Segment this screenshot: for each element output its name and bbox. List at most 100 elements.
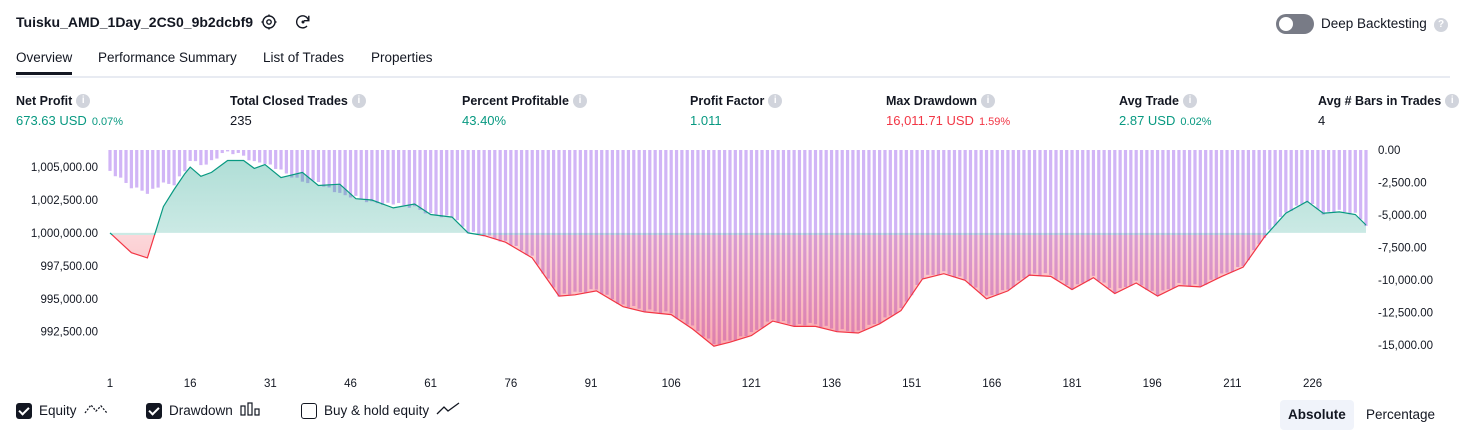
- drawdown-bar: [1177, 150, 1181, 283]
- equity-drawdown-chart[interactable]: 1,005,000.00 1,002,500.00 1,000,000.00 997,…: [0, 140, 1466, 390]
- metric-label: Net Profit: [16, 94, 73, 108]
- legend-drawdown[interactable]: Drawdown: [146, 402, 262, 419]
- drawdown-bar: [1049, 150, 1053, 275]
- drawdown-bar: [172, 150, 176, 186]
- drawdown-bar: [1262, 150, 1267, 239]
- drawdown-bar: [482, 150, 486, 237]
- drawdown-bar: [252, 150, 256, 162]
- drawdown-bar: [1209, 150, 1213, 280]
- drawdown-bar: [1043, 150, 1047, 274]
- drawdown-bars-icon: [240, 402, 262, 419]
- reload-icon[interactable]: [293, 12, 313, 32]
- drawdown-checkbox[interactable]: [146, 402, 162, 419]
- drawdown-bar: [1305, 150, 1309, 203]
- tab-performance-summary[interactable]: Performance Summary: [98, 50, 237, 65]
- drawdown-bar: [258, 150, 262, 163]
- drawdown-bar: [541, 150, 545, 274]
- drawdown-bar: [466, 150, 470, 234]
- metric-value: 43.40%: [462, 113, 507, 128]
- x-axis-tick: 16: [184, 378, 197, 390]
- drawdown-bar: [1316, 150, 1320, 210]
- drawdown-bar: [942, 150, 946, 272]
- deep-backtesting-toggle[interactable]: [1276, 14, 1314, 34]
- info-icon[interactable]: i: [76, 94, 91, 108]
- x-axis-tick: 91: [585, 378, 598, 390]
- drawdown-bar: [525, 150, 529, 256]
- tab-overview[interactable]: Overview: [16, 50, 73, 75]
- absolute-button[interactable]: Absolute: [1280, 400, 1354, 430]
- drawdown-bar: [984, 150, 989, 296]
- drawdown-bar: [509, 150, 513, 246]
- drawdown-bar: [926, 150, 930, 275]
- legend-equity[interactable]: Equity: [16, 402, 108, 419]
- left-axis-tick: 1,000,000.00: [31, 228, 98, 240]
- right-axis-tick: -15,000.00: [1378, 340, 1433, 352]
- drawdown-bar: [1214, 150, 1218, 279]
- equity-areas: [110, 160, 1366, 347]
- drawdown-bar: [1321, 150, 1325, 215]
- x-axis-tick: 196: [1143, 378, 1162, 390]
- metric-label: Max Drawdown: [886, 94, 977, 108]
- drawdown-bar: [423, 150, 427, 214]
- metric-percent: 0.07%: [91, 116, 124, 128]
- drawdown-bar: [487, 150, 492, 236]
- right-axis-tick: 0.00: [1378, 145, 1400, 157]
- drawdown-bar: [1257, 150, 1261, 245]
- drawdown-bar: [113, 150, 117, 177]
- info-icon[interactable]: i: [1182, 94, 1197, 108]
- drawdown-bar: [621, 150, 625, 305]
- drawdown-bar: [263, 150, 267, 164]
- drawdown-bar: [140, 150, 144, 191]
- legend-buy-hold-equity[interactable]: Buy & hold equity: [301, 402, 460, 419]
- tab-properties[interactable]: Properties: [371, 50, 433, 65]
- drawdown-bar: [637, 150, 641, 309]
- drawdown-bar: [247, 150, 251, 161]
- drawdown-bar: [461, 150, 465, 227]
- drawdown-bar: [535, 150, 540, 265]
- drawdown-bar: [605, 150, 609, 295]
- drawdown-bar: [1337, 150, 1341, 210]
- gear-icon[interactable]: [259, 12, 279, 32]
- drawdown-bar: [306, 150, 310, 184]
- drawdown-bar: [1129, 150, 1133, 286]
- info-icon[interactable]: i: [572, 94, 587, 108]
- drawdown-bar: [979, 150, 983, 294]
- info-icon[interactable]: i: [981, 94, 995, 108]
- drawdown-bar: [445, 150, 449, 216]
- drawdown-bar: [274, 150, 278, 169]
- drawdown-bar: [648, 150, 652, 310]
- drawdown-bar: [151, 150, 155, 189]
- drawdown-bar: [225, 150, 230, 152]
- percentage-button[interactable]: Percentage: [1366, 407, 1436, 422]
- drawdown-bar: [1155, 150, 1160, 296]
- drawdown-bar: [167, 150, 171, 184]
- drawdown-bar: [183, 150, 187, 172]
- drawdown-bar: [642, 150, 647, 312]
- equity-checkbox[interactable]: [16, 402, 32, 419]
- drawdown-bar: [653, 150, 657, 312]
- drawdown-bar: [145, 150, 150, 194]
- x-axis-tick: 136: [822, 378, 841, 390]
- info-icon[interactable]: i: [768, 94, 783, 108]
- drawdown-bar: [108, 150, 112, 171]
- drawdown-bar: [1188, 150, 1192, 287]
- drawdown-bar: [1059, 150, 1063, 281]
- drawdown-bar: [434, 150, 438, 216]
- info-icon[interactable]: i: [1445, 94, 1460, 108]
- buy-hold-checkbox[interactable]: [301, 402, 317, 419]
- drawdown-bar: [1310, 150, 1315, 205]
- drawdown-bar: [1097, 150, 1101, 282]
- tab-list-of-trades[interactable]: List of Trades: [263, 50, 345, 65]
- metric-percent: 0.02%: [1180, 116, 1212, 128]
- drawdown-bar: [236, 150, 240, 153]
- drawdown-bar: [1118, 150, 1122, 289]
- drawdown-bar: [1278, 150, 1283, 217]
- x-axis-tick: 166: [982, 378, 1001, 390]
- info-icon[interactable]: i: [351, 94, 366, 108]
- drawdown-bar: [557, 150, 561, 297]
- drawdown-bar: [610, 150, 615, 300]
- metric-value: 2.87 USD: [1119, 113, 1176, 128]
- drawdown-bar: [498, 150, 502, 242]
- drawdown-bar: [375, 150, 379, 204]
- help-icon[interactable]: ?: [1434, 18, 1448, 32]
